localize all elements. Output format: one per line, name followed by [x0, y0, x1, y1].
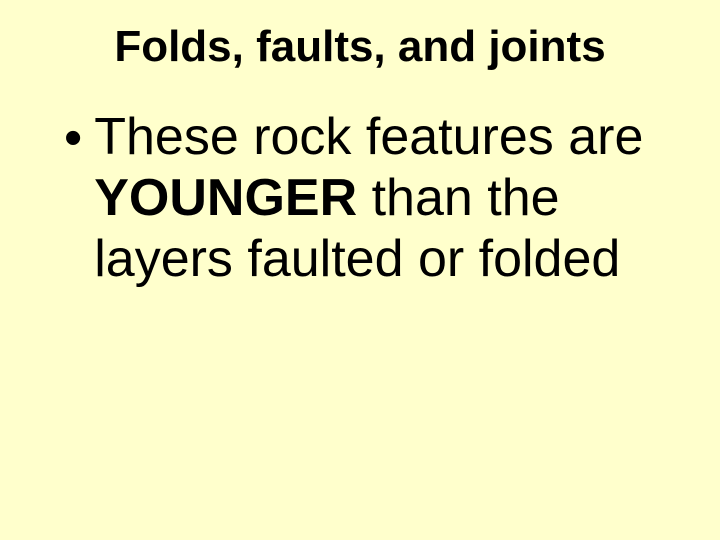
bullet-text: These rock features are YOUNGER than the… [94, 107, 660, 291]
slide: Folds, faults, and joints • These rock f… [0, 0, 720, 540]
bullet-item: • These rock features are YOUNGER than t… [64, 107, 660, 291]
run-1: YOUNGER [94, 169, 357, 227]
bullet-marker-icon: • [64, 109, 82, 169]
slide-body: • These rock features are YOUNGER than t… [0, 107, 720, 291]
slide-title: Folds, faults, and joints [0, 22, 720, 73]
run-0: These rock features are [94, 108, 643, 166]
